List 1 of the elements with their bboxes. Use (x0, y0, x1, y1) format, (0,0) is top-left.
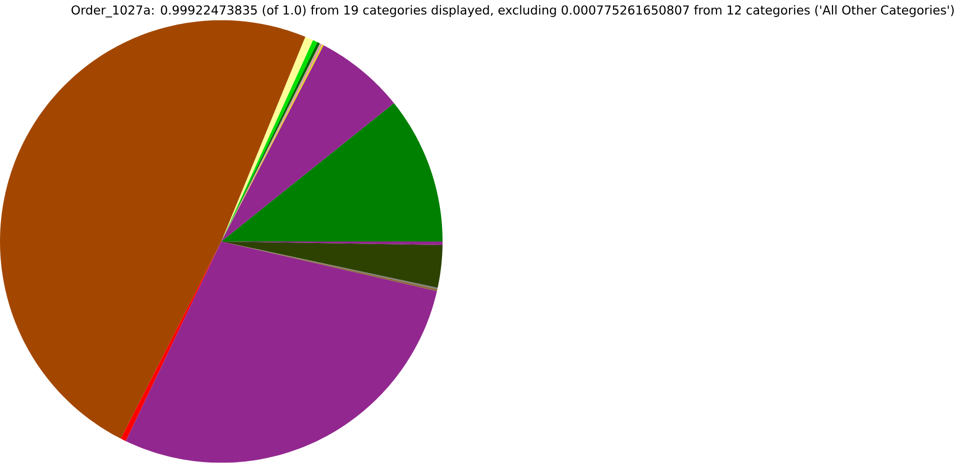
text: Order_1027a: 0.99922473835 (of 1.0) from 19 categories displayed, excluding 0.000775261650807 from 12 categories ('All Other Categories') (72, 5, 954, 18)
